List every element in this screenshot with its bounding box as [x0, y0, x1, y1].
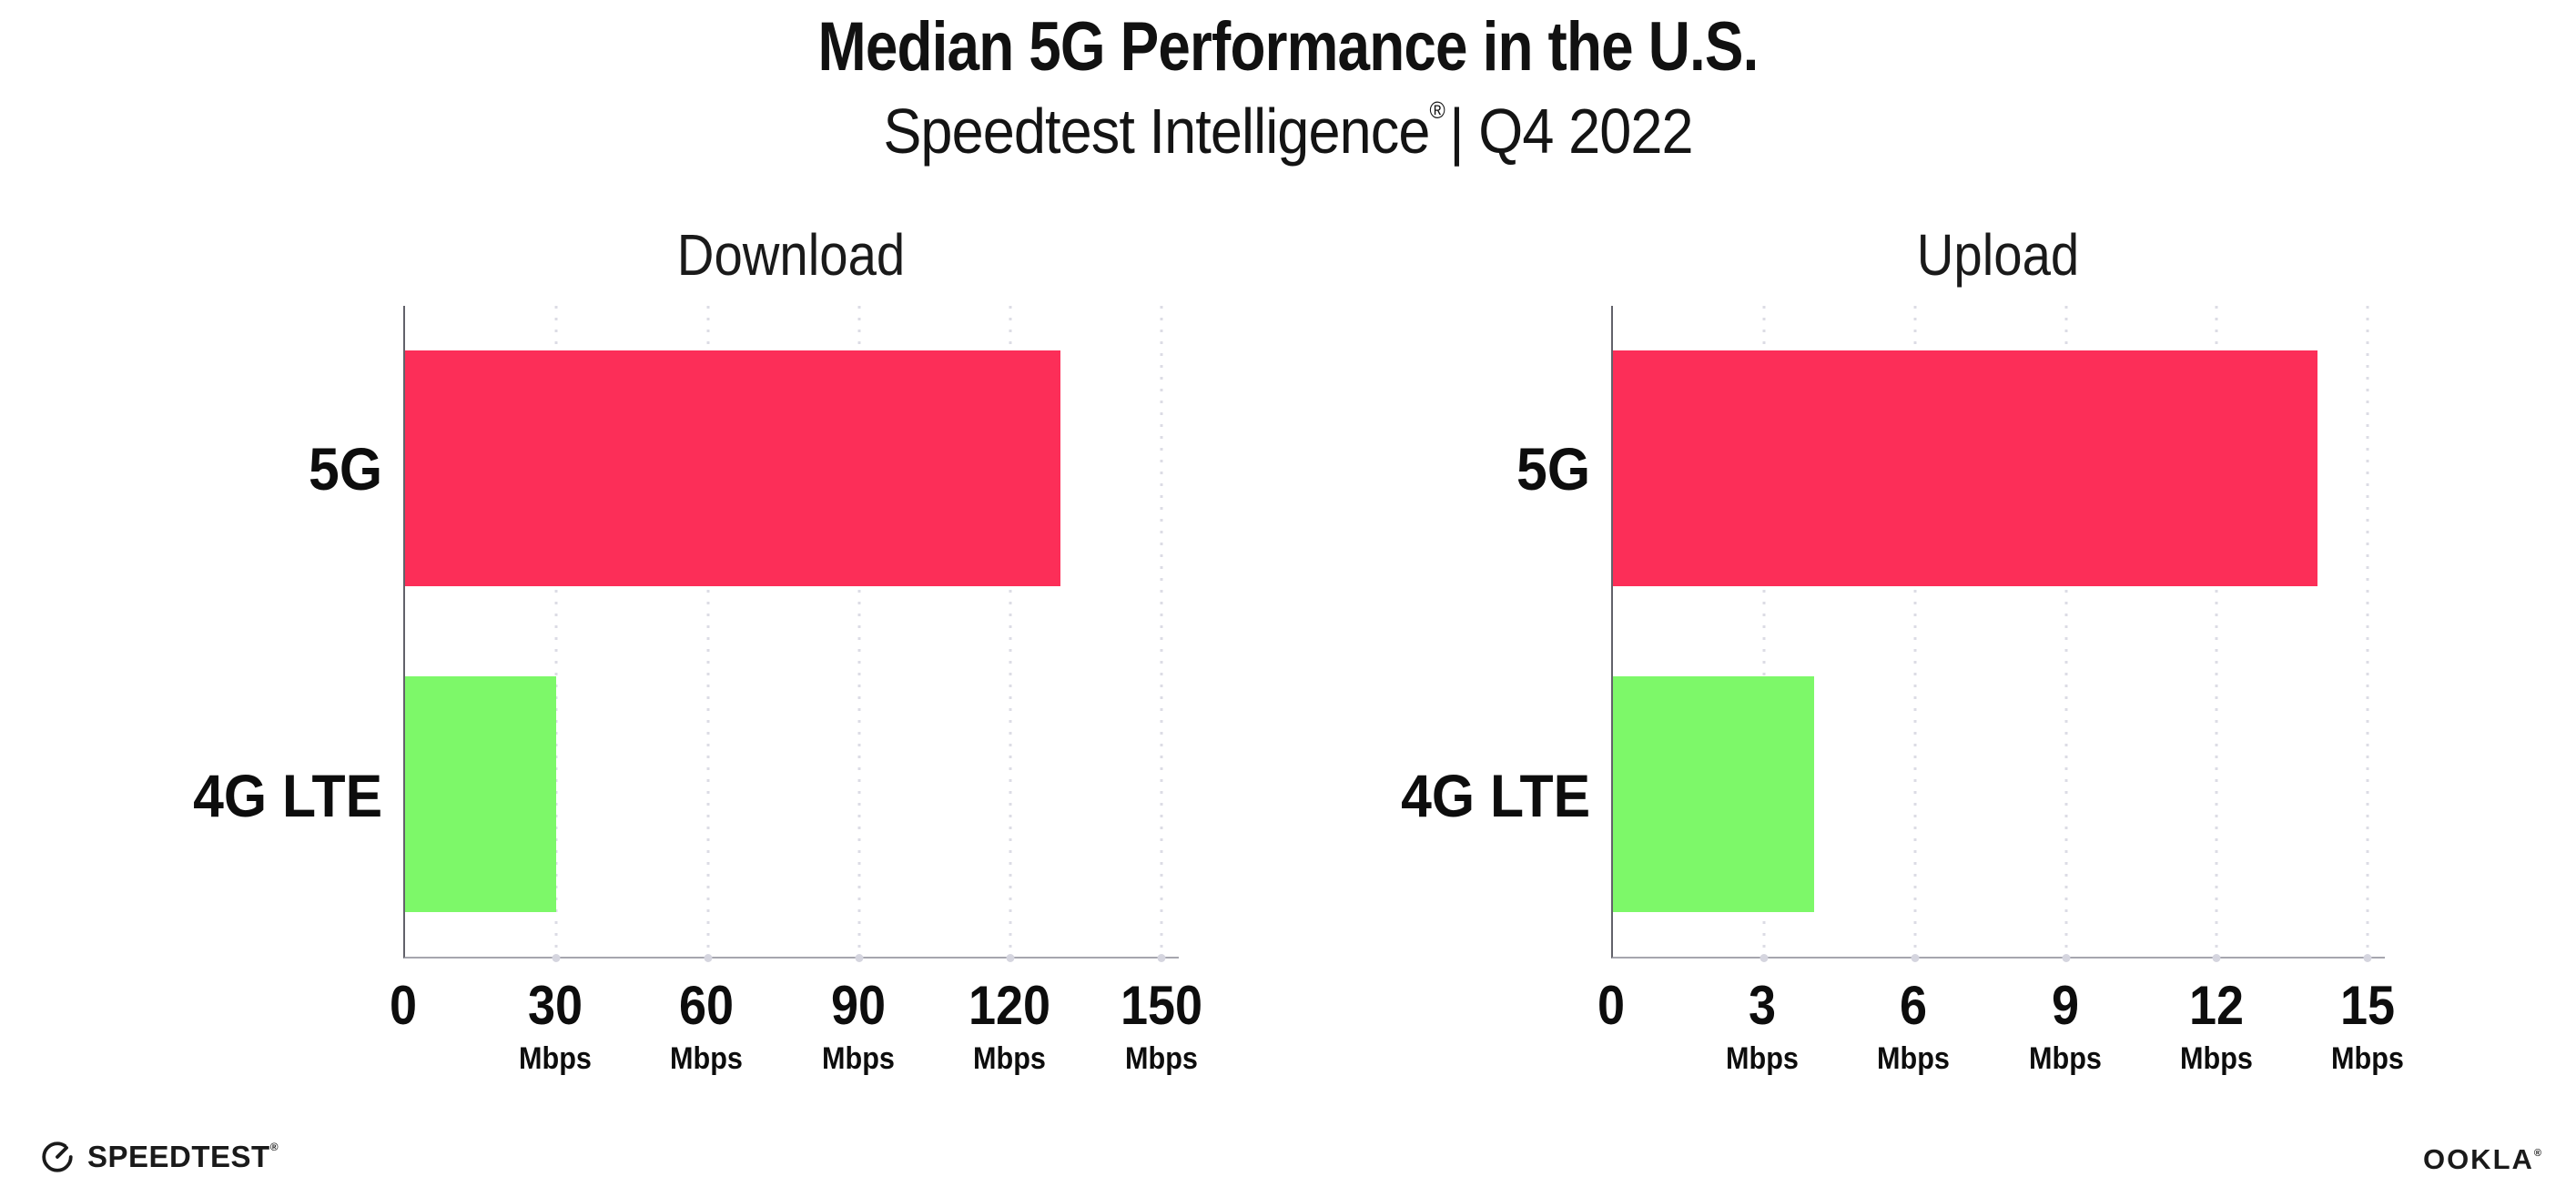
download-4g-lte-row: [405, 632, 1161, 958]
gridline: [2064, 306, 2068, 957]
x-tick: 30 Mbps: [518, 975, 592, 1077]
x-tick: 9 Mbps: [2028, 975, 2102, 1077]
upload-plot-area: [1611, 306, 2385, 962]
ookla-wordmark: OOKLA: [2422, 1143, 2534, 1175]
subtitle-period: | Q4 2022: [1449, 96, 1693, 167]
download-category-axis: 5G 4G LTE: [7, 306, 382, 959]
speedtest-gauge-icon: [40, 1140, 75, 1174]
download-5g-row: [405, 306, 1161, 632]
ookla-logo: OOKLA®: [2423, 1143, 2543, 1176]
page-title: Median 5G Performance in the U.S.: [817, 8, 1759, 86]
download-5g-bar: [405, 350, 1061, 587]
gridline: [1913, 306, 1917, 957]
gridline: [554, 306, 558, 957]
x-tick: 15 Mbps: [2331, 975, 2404, 1077]
axis-tick-dot: [2212, 954, 2221, 962]
x-tick: 0: [389, 975, 418, 1036]
axis-tick-dot: [2363, 954, 2372, 962]
upload-4g-lte-row: [1613, 632, 2368, 958]
gridline: [2215, 306, 2218, 957]
axis-tick-dot: [1911, 954, 1920, 962]
x-tick: 12 Mbps: [2179, 975, 2253, 1077]
upload-category-axis: 5G 4G LTE: [1215, 306, 1590, 959]
gridline: [1160, 306, 1163, 957]
category-label-4g-lte: 4G LTE: [1400, 761, 1590, 829]
axis-tick-dot: [1006, 954, 1015, 962]
page-subtitle: Speedtest Intelligence®| Q4 2022: [129, 95, 2448, 167]
download-plot-area: [403, 306, 1179, 962]
axis-tick-dot: [1760, 954, 1769, 962]
registered-mark-icon: ®: [2533, 1148, 2543, 1159]
x-tick: 0: [1597, 975, 1626, 1036]
axis-tick-dot: [1157, 954, 1166, 962]
speedtest-wordmark: SPEEDTEST®: [87, 1140, 279, 1173]
x-tick: 90 Mbps: [821, 975, 895, 1077]
gridline: [2366, 306, 2369, 957]
download-scale-area: [405, 306, 1166, 962]
gridline: [706, 306, 710, 957]
x-tick: 3 Mbps: [1726, 975, 1800, 1077]
category-label-5g: 5G: [1516, 435, 1590, 503]
gridline: [857, 306, 861, 957]
x-tick: 120 Mbps: [969, 975, 1051, 1077]
speedtest-logo: SPEEDTEST®: [40, 1140, 279, 1174]
upload-5g-bar: [1613, 350, 2318, 587]
x-tick: 150 Mbps: [1120, 975, 1203, 1077]
subtitle-brand: Speedtest Intelligence: [883, 96, 1430, 167]
x-tick: 6 Mbps: [1877, 975, 1951, 1077]
axis-tick-dot: [855, 954, 864, 962]
axis-tick-dot: [2062, 954, 2071, 962]
download-chart-title: Download: [676, 222, 906, 288]
upload-chart-title: Upload: [1916, 222, 2080, 288]
upload-5g-row: [1613, 306, 2368, 632]
download-4g-lte-bar: [405, 675, 557, 912]
download-x-axis: 0 30 Mbps 60 Mbps 90 Mbps 120 Mbps 150 M…: [390, 975, 1202, 1124]
upload-scale-area: [1613, 306, 2372, 962]
axis-tick-dot: [552, 954, 561, 962]
x-tick: 60 Mbps: [670, 975, 744, 1077]
registered-mark-icon: ®: [269, 1141, 279, 1153]
registered-mark-icon: ®: [1429, 96, 1445, 124]
axis-tick-dot: [704, 954, 713, 962]
category-label-5g: 5G: [308, 435, 382, 503]
upload-4g-lte-bar: [1613, 675, 1815, 912]
upload-x-axis: 0 3 Mbps 6 Mbps 9 Mbps 12 Mbps 15 Mbps: [1597, 975, 2404, 1124]
category-label-4g-lte: 4G LTE: [192, 761, 382, 829]
gridline: [1009, 306, 1012, 957]
gridline: [1762, 306, 1766, 957]
